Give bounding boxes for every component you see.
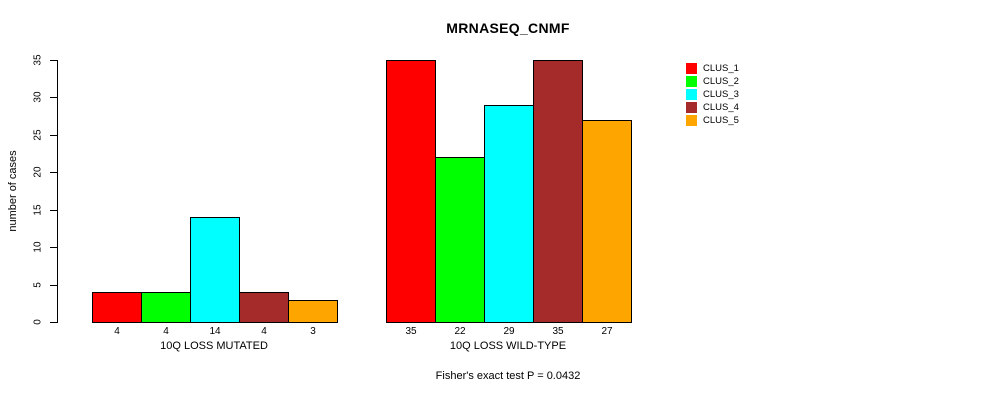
bar-value-label: 35 [405, 326, 417, 337]
bar-value-label: 22 [454, 326, 466, 337]
y-tick-label: 5 [32, 281, 44, 288]
bar-value-label: 35 [552, 326, 564, 337]
bar-clus_1-group0 [92, 292, 142, 323]
y-tick-mark [50, 60, 57, 61]
y-tick-mark [50, 209, 57, 211]
fisher-test-annotation: Fisher's exact test P = 0.0432 [435, 370, 581, 382]
y-tick-label: 25 [32, 129, 44, 141]
legend-item: CLUS_1 [686, 62, 739, 75]
y-tick-mark [50, 322, 57, 323]
bar-clus_3-group0 [190, 217, 240, 323]
legend-item: CLUS_5 [686, 114, 739, 127]
legend-swatch-clus_1 [686, 63, 697, 74]
bar-value-label: 4 [261, 326, 267, 337]
y-axis-line [57, 60, 58, 323]
y-tick-label: 10 [32, 241, 44, 253]
bar-value-label: 3 [310, 326, 316, 337]
chart-title: MRNASEQ_CNMF [446, 20, 570, 36]
y-tick-mark [50, 284, 57, 286]
y-tick-label: 0 [32, 319, 44, 325]
bar-clus_4-group1 [533, 60, 583, 323]
bar-clus_4-group0 [239, 292, 289, 323]
bar-value-label: 29 [503, 326, 515, 337]
bar-clus_2-group1 [435, 157, 485, 323]
y-axis-label: number of cases [7, 150, 19, 232]
bar-clus_1-group1 [386, 60, 436, 323]
bar-value-label: 4 [163, 326, 169, 337]
group-label-wild-type: 10Q LOSS WILD-TYPE [449, 340, 567, 352]
legend-item: CLUS_3 [686, 88, 739, 101]
bar-value-label: 14 [209, 326, 221, 337]
legend: CLUS_1 CLUS_2 CLUS_3 CLUS_4 CLUS_5 [686, 62, 739, 127]
y-tick-label: 35 [32, 54, 44, 66]
y-tick-label: 30 [32, 91, 44, 103]
group-label-mutated: 10Q LOSS MUTATED [160, 340, 268, 352]
y-tick-mark [50, 97, 57, 99]
y-tick-mark [50, 134, 57, 136]
y-tick-label: 20 [32, 166, 44, 178]
legend-item: CLUS_4 [686, 101, 739, 114]
bar-clus_3-group1 [484, 105, 534, 323]
y-tick-label: 15 [32, 204, 44, 216]
bar-value-label: 27 [601, 326, 613, 337]
bar-value-label: 4 [114, 326, 120, 337]
bar-clus_5-group0 [288, 300, 338, 323]
y-tick-mark [50, 172, 57, 174]
legend-swatch-clus_5 [686, 115, 697, 126]
legend-label: CLUS_1 [703, 63, 739, 74]
legend-swatch-clus_3 [686, 89, 697, 100]
legend-swatch-clus_4 [686, 102, 697, 113]
legend-label: CLUS_5 [703, 115, 739, 126]
legend-label: CLUS_3 [703, 89, 739, 100]
bar-clus_5-group1 [582, 120, 632, 323]
legend-swatch-clus_2 [686, 76, 697, 87]
legend-label: CLUS_4 [703, 102, 739, 113]
y-tick-mark [50, 247, 57, 249]
bar-clus_2-group0 [141, 292, 191, 323]
legend-label: CLUS_2 [703, 76, 739, 87]
legend-item: CLUS_2 [686, 75, 739, 88]
